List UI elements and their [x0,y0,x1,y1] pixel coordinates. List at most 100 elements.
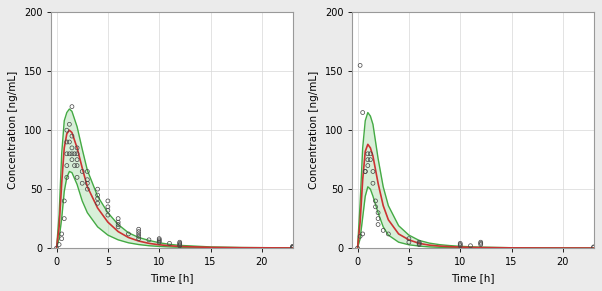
Point [358,232,367,236]
Point [368,181,378,186]
Point [589,244,598,249]
Point [455,243,465,248]
Point [113,216,123,221]
Point [64,140,74,144]
Point [175,242,185,247]
Point [52,246,61,251]
Point [62,151,72,156]
Point [113,220,123,224]
Point [361,169,370,174]
Point [72,175,82,180]
Point [54,242,64,247]
Point [361,169,370,174]
Point [414,242,424,247]
Point [60,198,69,203]
Point [67,151,77,156]
Point [60,216,69,221]
Point [123,232,133,236]
Point [355,63,365,68]
Y-axis label: Concentration [ng/mL]: Concentration [ng/mL] [8,71,18,189]
Point [414,240,424,244]
Point [154,240,164,244]
Point [57,236,66,241]
Point [113,222,123,227]
Point [72,163,82,168]
Point [363,151,373,156]
Point [93,196,102,201]
Point [371,198,380,203]
Point [154,237,164,242]
Point [82,178,92,182]
Point [175,241,185,246]
Point [134,229,143,234]
Point [404,240,414,244]
Point [363,157,373,162]
Point [288,244,297,249]
Point [67,134,77,139]
Point [455,241,465,246]
Point [589,245,598,250]
Point [476,241,486,246]
Point [64,122,74,127]
Point [379,228,388,233]
Point [82,181,92,186]
Point [103,208,113,213]
Point [62,140,72,144]
Point [373,210,383,215]
Point [414,241,424,246]
Point [175,243,185,248]
Point [134,227,143,232]
Point [82,187,92,191]
Point [78,181,87,186]
Point [144,237,154,242]
Point [62,128,72,132]
Point [93,193,102,197]
Point [373,216,383,221]
Point [134,236,143,241]
Point [62,163,72,168]
Point [365,151,375,156]
Point [355,234,365,239]
Point [404,236,414,241]
Point [288,245,297,250]
Point [93,187,102,191]
Point [154,236,164,241]
Point [67,157,77,162]
Point [175,240,185,244]
Point [353,246,362,251]
Point [103,213,113,217]
Point [363,163,373,168]
Y-axis label: Concentration [ng/mL]: Concentration [ng/mL] [309,71,319,189]
X-axis label: Time [h]: Time [h] [452,273,495,283]
Point [368,169,378,174]
Point [103,198,113,203]
Point [134,232,143,236]
Point [72,157,82,162]
Point [72,151,82,156]
Point [67,104,77,109]
X-axis label: Time [h]: Time [h] [150,273,194,283]
Point [70,151,79,156]
Point [455,242,465,247]
Point [383,232,393,236]
Point [103,205,113,209]
Point [78,169,87,174]
Point [371,205,380,209]
Point [113,225,123,229]
Point [165,241,175,246]
Point [365,157,375,162]
Point [72,146,82,150]
Point [288,245,297,250]
Point [82,169,92,174]
Point [67,146,77,150]
Point [62,175,72,180]
Point [64,151,74,156]
Point [93,201,102,206]
Point [476,240,486,244]
Point [154,239,164,243]
Point [476,242,486,247]
Point [70,163,79,168]
Point [288,244,297,249]
Point [373,222,383,227]
Point [57,232,66,236]
